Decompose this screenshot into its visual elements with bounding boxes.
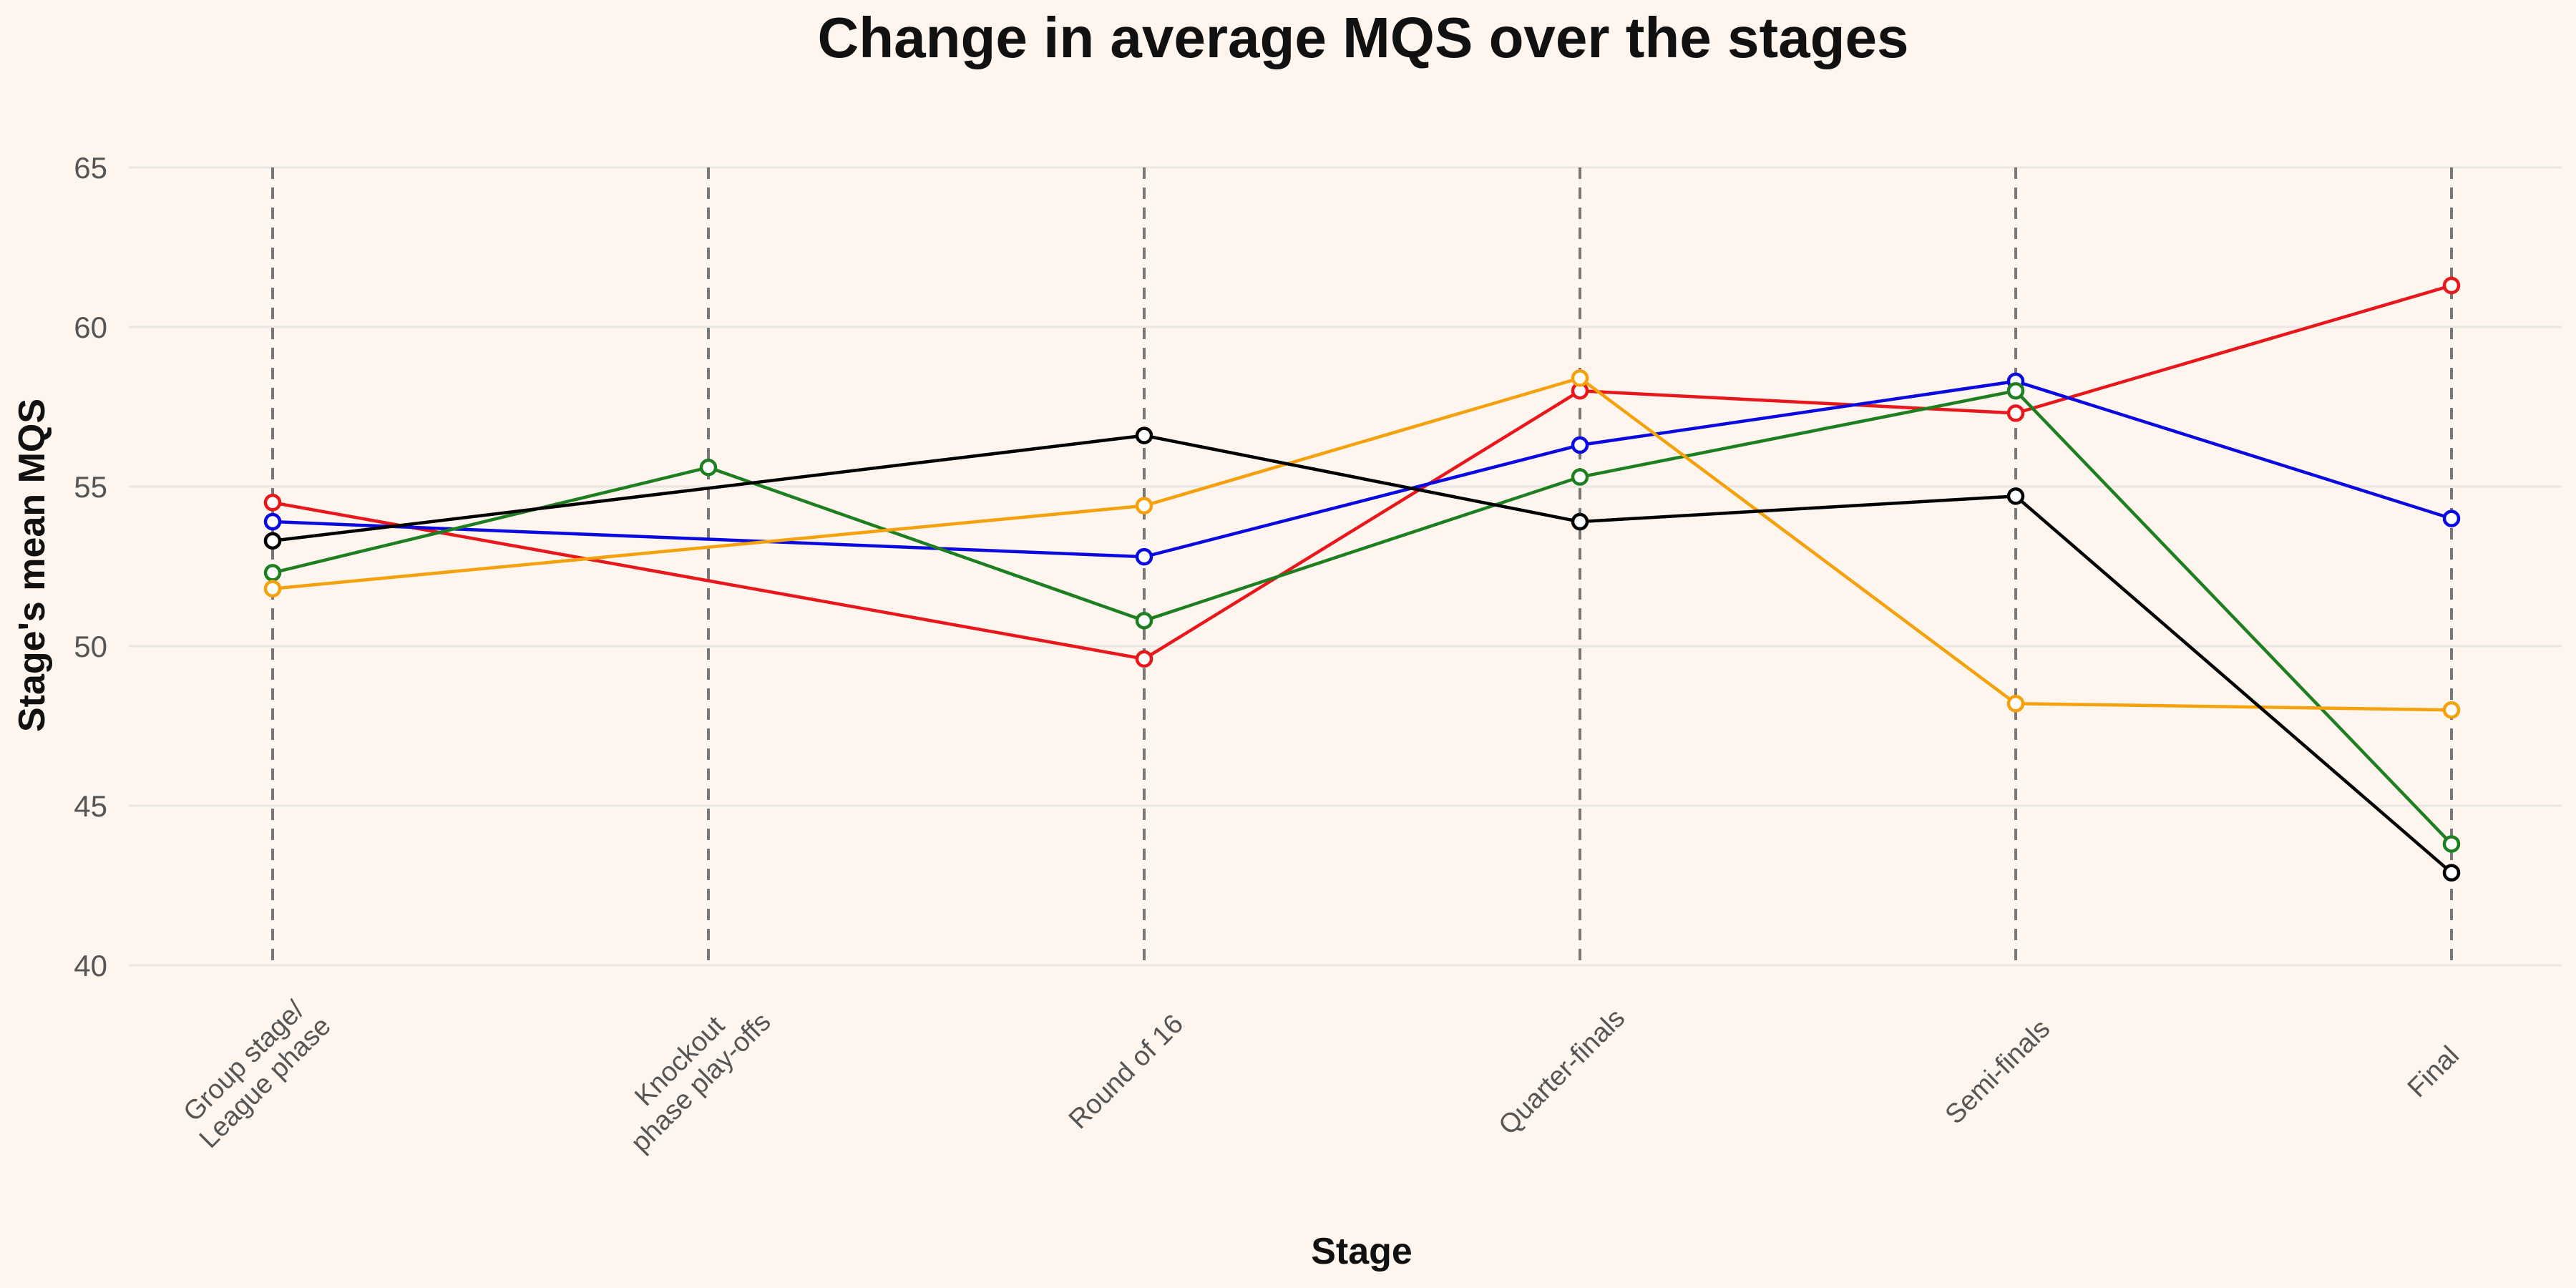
series-line-orange bbox=[272, 376, 2452, 712]
x-tick-label-line: Quarter-finals bbox=[1493, 1003, 1631, 1141]
x-axis-label: Stage bbox=[1311, 1231, 1413, 1272]
data-point-blue bbox=[2442, 509, 2461, 527]
chart-title: Change in average MQS over the stages bbox=[818, 6, 1909, 69]
data-point-red bbox=[2006, 404, 2025, 422]
x-tick-label: Quarter-finals bbox=[1493, 1003, 1631, 1141]
data-point-black bbox=[1571, 512, 1589, 531]
data-point-blue bbox=[1135, 547, 1153, 566]
data-point-green bbox=[2442, 835, 2461, 853]
data-point-orange bbox=[1571, 369, 1589, 387]
x-tick-label: Knockoutphase play-offs bbox=[604, 986, 776, 1158]
data-point-black bbox=[2442, 864, 2461, 882]
y-axis-ticks: 40 45 50 55 60 65 bbox=[74, 151, 107, 982]
y-tick-label: 40 bbox=[74, 949, 107, 982]
x-tick-label-line: Semi-finals bbox=[1940, 1014, 2057, 1131]
series-layer bbox=[263, 276, 2461, 882]
series-line-green bbox=[272, 389, 2453, 846]
data-point-red bbox=[2442, 276, 2461, 295]
data-point-green bbox=[263, 564, 282, 582]
data-point-green bbox=[2006, 381, 2025, 400]
data-point-orange bbox=[263, 580, 282, 597]
data-point-orange bbox=[2442, 701, 2461, 719]
x-axis-ticks: Group stage/League phase Knockoutphase pl… bbox=[172, 986, 2465, 1158]
y-tick-label: 65 bbox=[74, 151, 107, 185]
x-tick-label: Semi-finals bbox=[1940, 1014, 2057, 1131]
x-tick-label-line: Final bbox=[2402, 1040, 2465, 1103]
data-point-red bbox=[263, 494, 282, 512]
data-point-green bbox=[699, 458, 718, 477]
y-tick-label: 45 bbox=[74, 789, 107, 823]
data-point-black bbox=[263, 532, 282, 550]
data-point-blue bbox=[263, 512, 282, 531]
y-tick-label: 55 bbox=[74, 470, 107, 504]
x-tick-label-line: Round of 16 bbox=[1063, 1009, 1189, 1135]
data-point-black bbox=[2006, 487, 2025, 505]
series-line-red bbox=[272, 283, 2452, 661]
data-point-orange bbox=[1135, 497, 1153, 515]
x-tick-label: Final bbox=[2402, 1040, 2465, 1103]
data-point-red bbox=[1135, 650, 1153, 668]
data-point-black bbox=[1135, 426, 1153, 444]
data-point-orange bbox=[2006, 695, 2025, 713]
y-axis-label: Stage's mean MQS bbox=[11, 399, 53, 732]
x-tick-label: Round of 16 bbox=[1063, 1009, 1189, 1135]
y-tick-label: 50 bbox=[74, 630, 107, 663]
data-point-green bbox=[1135, 612, 1153, 630]
data-point-blue bbox=[1571, 436, 1589, 454]
x-tick-label: Group stage/League phase bbox=[172, 990, 337, 1154]
series-line-blue bbox=[272, 379, 2452, 559]
grid bbox=[129, 166, 2562, 967]
y-tick-label: 60 bbox=[74, 311, 107, 344]
stage-guides bbox=[271, 167, 2453, 965]
data-point-green bbox=[1571, 468, 1589, 486]
